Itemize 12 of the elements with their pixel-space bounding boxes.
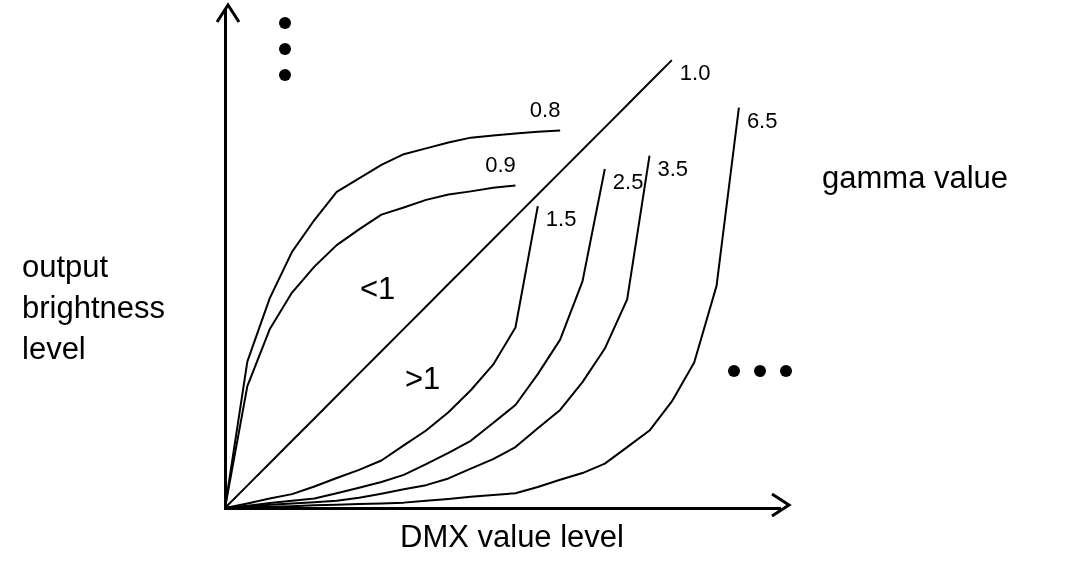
y-axis-title: output brightness level [22,248,167,368]
annotation: >1 [405,360,441,398]
legend-title: gamma value [822,159,1009,197]
series-label: 0.8 [529,96,561,122]
series-label: 1.0 [679,60,711,86]
series-label: 3.5 [657,155,689,181]
series-label: 2.5 [612,169,644,195]
annotation: <1 [360,270,396,308]
x-axis-title: DMX value level [400,518,624,556]
series-label: 0.9 [485,151,516,177]
series-label: 1.5 [545,206,577,232]
series-label: 6.5 [746,107,778,133]
